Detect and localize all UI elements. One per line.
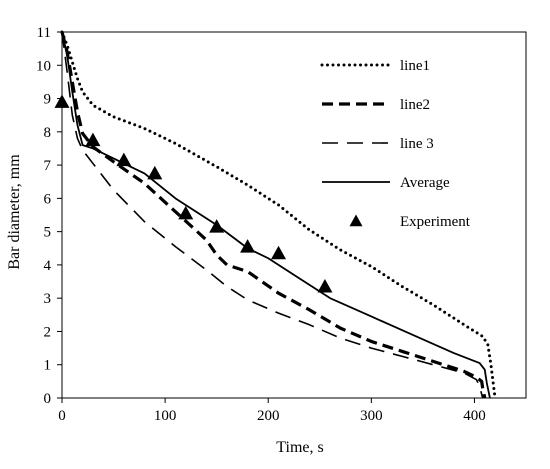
experiment-markers [54,94,333,293]
legend-label: line1 [400,58,430,74]
x-tick-label: 400 [463,408,486,424]
experiment-point [317,279,333,293]
y-tick-label: 5 [44,225,52,241]
experiment-point [116,152,132,167]
legend-label: Average [400,175,450,191]
experiment-point [85,132,101,147]
experiment-point [178,205,194,220]
legend-label: line2 [400,97,430,113]
y-tick-label: 3 [44,291,52,307]
y-tick-label: 0 [44,391,52,407]
series-line-2 [60,31,487,399]
y-tick-label: 9 [44,92,52,108]
experiment-point [271,245,287,260]
legend-label: Experiment [400,214,471,230]
legend-marker-experiment [349,214,363,227]
experiment-point [209,219,225,233]
y-tick-label: 8 [44,125,52,141]
y-tick-label: 10 [36,58,51,74]
experiment-point [147,165,163,180]
x-tick-label: 300 [360,408,383,424]
legend: line1 line2 line 3 Average Experiment [320,58,471,230]
y-tick-label: 6 [44,191,52,207]
x-tick-label: 0 [58,408,66,424]
experiment-point [240,239,256,253]
y-tick-label: 11 [37,25,51,41]
x-axis-label: Time, s [276,439,323,456]
legend-label: line 3 [400,136,434,152]
y-tick-label: 1 [44,358,52,374]
y-tick-label: 2 [44,324,52,340]
series-line-1 [60,30,497,400]
y-axis-ticks: 0 1 2 3 4 5 6 7 8 9 10 11 [36,25,62,407]
x-tick-label: 100 [154,408,177,424]
y-tick-label: 4 [44,258,52,274]
y-axis-label: Bar diameter, mm [6,154,23,270]
plot-area-frame [61,31,527,399]
x-tick-label: 200 [257,408,280,424]
series-line-3 [61,31,484,399]
x-axis-ticks: 0 100 200 300 400 [58,398,486,424]
y-tick-label: 7 [44,158,52,174]
